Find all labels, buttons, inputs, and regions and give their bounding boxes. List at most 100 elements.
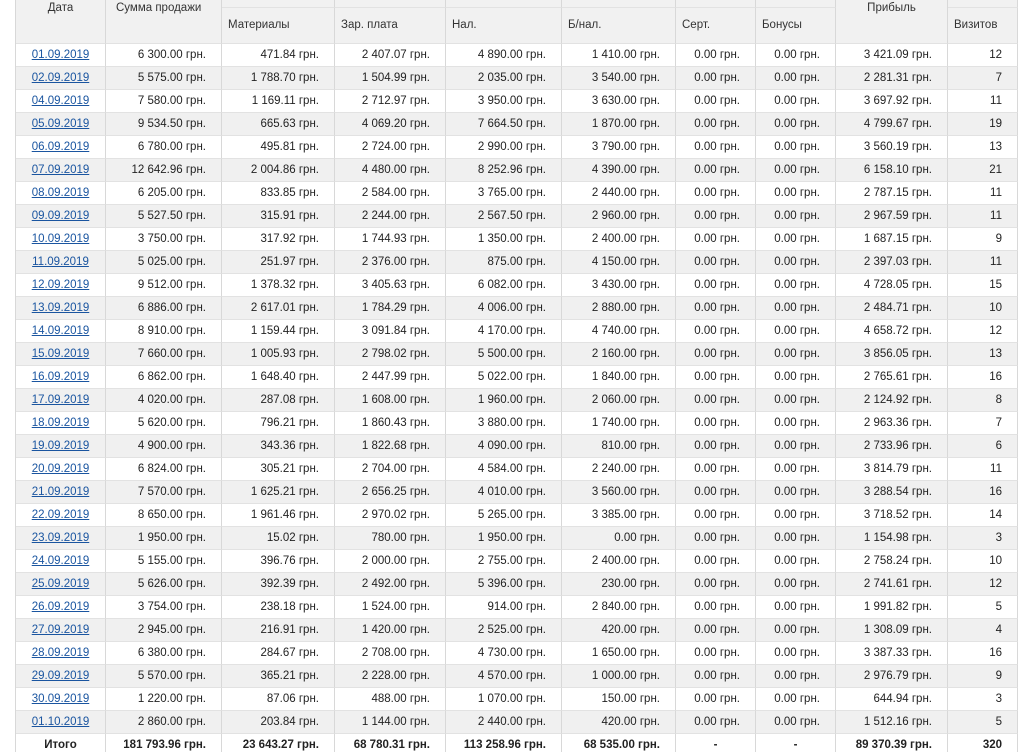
value-cell: 7 660.00 грн. (106, 343, 222, 366)
value-cell: 420.00 грн. (562, 619, 676, 642)
value-cell: 914.00 грн. (446, 596, 562, 619)
date-link[interactable]: 04.09.2019 (31, 95, 90, 107)
date-link[interactable]: 11.09.2019 (32, 256, 89, 268)
value-cell: 5 620.00 грн. (106, 412, 222, 435)
value-cell: 0.00 грн. (756, 366, 836, 389)
date-link[interactable]: 06.09.2019 (31, 141, 90, 153)
value-cell: 2 160.00 грн. (562, 343, 676, 366)
value-cell: 644.94 грн. (836, 688, 948, 711)
date-link[interactable]: 14.09.2019 (31, 325, 90, 337)
date-cell: 23.09.2019 (16, 527, 106, 550)
date-cell: 28.09.2019 (16, 642, 106, 665)
date-cell: 19.09.2019 (16, 435, 106, 458)
date-link[interactable]: 07.09.2019 (31, 164, 90, 176)
value-cell: 315.91 грн. (222, 205, 335, 228)
value-cell: 9 534.50 грн. (106, 113, 222, 136)
date-link[interactable]: 05.09.2019 (31, 118, 90, 130)
value-cell: 4 890.00 грн. (446, 44, 562, 67)
header-group-cell (948, 0, 1018, 8)
value-cell: 2 960.00 грн. (562, 205, 676, 228)
value-cell: 7 664.50 грн. (446, 113, 562, 136)
value-cell: 1 625.21 грн. (222, 481, 335, 504)
value-cell: 3 385.00 грн. (562, 504, 676, 527)
date-cell: 12.09.2019 (16, 274, 106, 297)
date-link[interactable]: 08.09.2019 (31, 187, 90, 199)
date-link[interactable]: 18.09.2019 (31, 417, 90, 429)
value-cell: 11 (948, 251, 1018, 274)
value-cell: 0.00 грн. (756, 504, 836, 527)
date-link[interactable]: 29.09.2019 (31, 670, 90, 682)
date-link[interactable]: 23.09.2019 (31, 532, 90, 544)
date-link[interactable]: 30.09.2019 (31, 693, 90, 705)
date-link[interactable]: 09.09.2019 (31, 210, 90, 222)
date-link[interactable]: 17.09.2019 (31, 394, 90, 406)
value-cell: 3 091.84 грн. (335, 320, 446, 343)
value-cell: 1 159.44 грн. (222, 320, 335, 343)
date-link[interactable]: 19.09.2019 (31, 440, 90, 452)
value-cell: 6 300.00 грн. (106, 44, 222, 67)
value-cell: 1 788.70 грн. (222, 67, 335, 90)
value-cell: 0.00 грн. (756, 619, 836, 642)
value-cell: 0.00 грн. (676, 297, 756, 320)
header-group-cell (222, 0, 335, 8)
date-link[interactable]: 21.09.2019 (31, 486, 90, 498)
date-link[interactable]: 24.09.2019 (31, 555, 90, 567)
value-cell: 216.91 грн. (222, 619, 335, 642)
value-cell: 0.00 грн. (676, 688, 756, 711)
value-cell: 0.00 грн. (676, 113, 756, 136)
value-cell: 2 584.00 грн. (335, 182, 446, 205)
value-cell: 1 840.00 грн. (562, 366, 676, 389)
total-cell: - (676, 734, 756, 752)
date-link[interactable]: 27.09.2019 (31, 624, 90, 636)
value-cell: 5 570.00 грн. (106, 665, 222, 688)
value-cell: 0.00 грн. (756, 596, 836, 619)
total-cell: 181 793.96 грн. (106, 734, 222, 752)
value-cell: 0.00 грн. (676, 642, 756, 665)
value-cell: 14 (948, 504, 1018, 527)
value-cell: 3 765.00 грн. (446, 182, 562, 205)
value-cell: 4 730.00 грн. (446, 642, 562, 665)
date-cell: 24.09.2019 (16, 550, 106, 573)
value-cell: 3 718.52 грн. (836, 504, 948, 527)
value-cell: 10 (948, 550, 1018, 573)
value-cell: 2 708.00 грн. (335, 642, 446, 665)
value-cell: 2 376.00 грн. (335, 251, 446, 274)
value-cell: 2 400.00 грн. (562, 550, 676, 573)
date-link[interactable]: 20.09.2019 (31, 463, 90, 475)
date-link[interactable]: 10.09.2019 (31, 233, 90, 245)
date-link[interactable]: 01.10.2019 (31, 716, 90, 728)
value-cell: 0.00 грн. (756, 665, 836, 688)
date-link[interactable]: 16.09.2019 (31, 371, 90, 383)
value-cell: 0.00 грн. (676, 665, 756, 688)
value-cell: 1 870.00 грн. (562, 113, 676, 136)
date-link[interactable]: 22.09.2019 (31, 509, 90, 521)
value-cell: 392.39 грн. (222, 573, 335, 596)
date-link[interactable]: 12.09.2019 (31, 279, 90, 291)
total-cell: 113 258.96 грн. (446, 734, 562, 752)
value-cell: 0.00 грн. (756, 573, 836, 596)
value-cell: 343.36 грн. (222, 435, 335, 458)
value-cell: 4 069.20 грн. (335, 113, 446, 136)
header-group-cell (335, 0, 446, 8)
value-cell: 5 626.00 грн. (106, 573, 222, 596)
date-cell: 20.09.2019 (16, 458, 106, 481)
date-link[interactable]: 15.09.2019 (31, 348, 90, 360)
date-link[interactable]: 02.09.2019 (31, 72, 90, 84)
value-cell: 3 288.54 грн. (836, 481, 948, 504)
value-cell: 0.00 грн. (676, 435, 756, 458)
value-cell: 4 740.00 грн. (562, 320, 676, 343)
date-link[interactable]: 01.09.2019 (31, 49, 90, 61)
value-cell: 19 (948, 113, 1018, 136)
date-link[interactable]: 13.09.2019 (31, 302, 90, 314)
date-cell: 27.09.2019 (16, 619, 106, 642)
value-cell: 4 020.00 грн. (106, 389, 222, 412)
date-link[interactable]: 25.09.2019 (31, 578, 90, 590)
value-cell: 0.00 грн. (756, 481, 836, 504)
total-label: Итого (16, 734, 106, 752)
value-cell: 238.18 грн. (222, 596, 335, 619)
value-cell: 420.00 грн. (562, 711, 676, 734)
value-cell: 13 (948, 136, 1018, 159)
date-link[interactable]: 28.09.2019 (31, 647, 90, 659)
header-cell: Визитов (948, 8, 1018, 44)
date-link[interactable]: 26.09.2019 (31, 601, 90, 613)
